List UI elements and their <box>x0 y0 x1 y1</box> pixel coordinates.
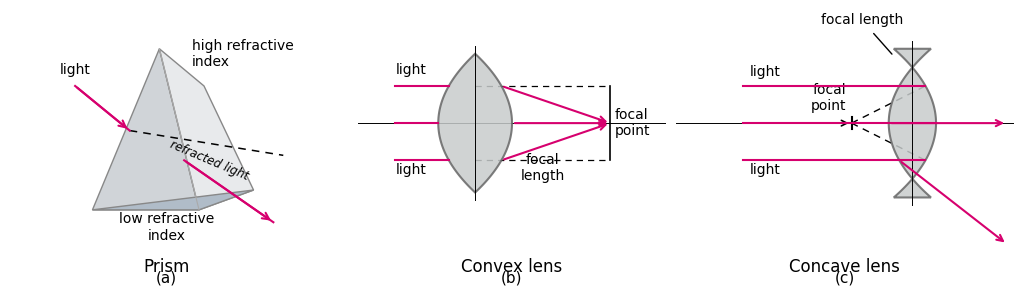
Text: light: light <box>395 63 426 77</box>
Text: Prism: Prism <box>143 258 190 276</box>
Polygon shape <box>92 49 199 210</box>
Text: focal
point: focal point <box>811 83 847 113</box>
Text: focal length: focal length <box>820 13 903 27</box>
Polygon shape <box>889 49 936 197</box>
Polygon shape <box>438 54 512 193</box>
Text: Concave lens: Concave lens <box>790 258 900 276</box>
Polygon shape <box>160 49 254 210</box>
Text: Convex lens: Convex lens <box>462 258 562 276</box>
Text: light: light <box>751 163 781 177</box>
Text: focal
point: focal point <box>614 108 650 138</box>
Text: (b): (b) <box>502 271 522 286</box>
Text: (c): (c) <box>835 271 855 286</box>
Polygon shape <box>92 190 254 210</box>
Text: (a): (a) <box>157 271 177 286</box>
Text: light: light <box>751 65 781 79</box>
Text: high refractive
index: high refractive index <box>191 39 293 69</box>
Text: refracted light: refracted light <box>168 138 250 183</box>
Text: low refractive
index: low refractive index <box>119 212 214 243</box>
Text: light: light <box>60 63 91 77</box>
Text: focal
length: focal length <box>520 153 565 183</box>
Text: light: light <box>395 163 426 177</box>
